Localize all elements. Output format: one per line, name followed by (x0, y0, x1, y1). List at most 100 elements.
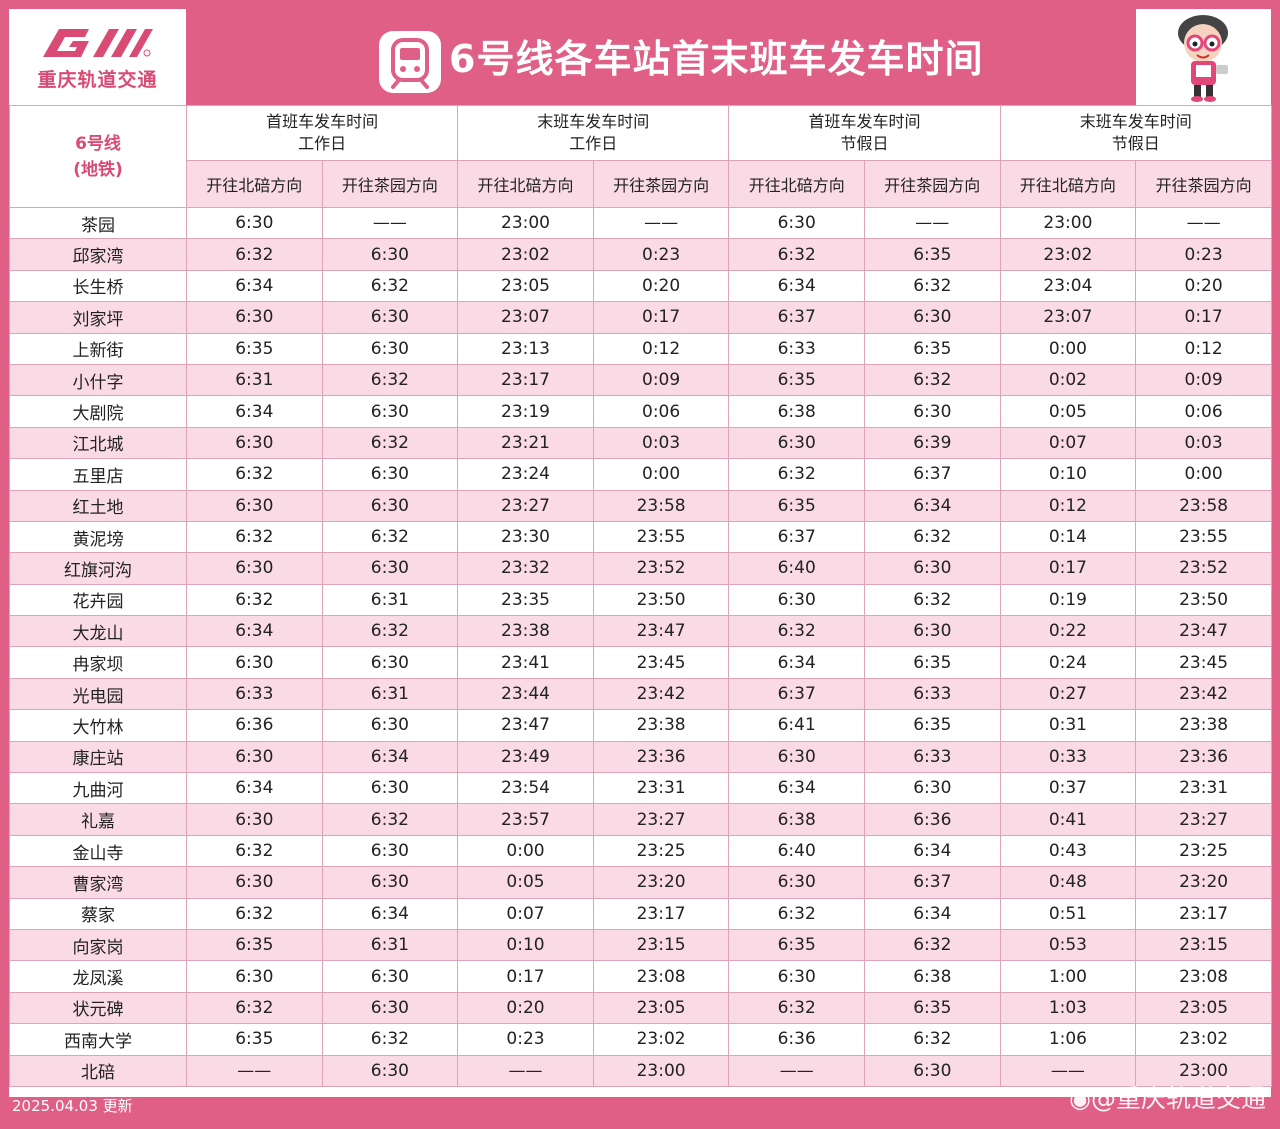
time-cell: 0:17 (457, 960, 594, 993)
time-cell: 6:34 (728, 646, 865, 679)
time-cell: 6:32 (864, 583, 1001, 617)
time-cell: 0:27 (999, 677, 1137, 711)
time-cell: 6:32 (321, 803, 459, 836)
group-header: 首班车发车时间 节假日 (728, 105, 1001, 161)
time-cell: 6:32 (728, 991, 865, 1025)
station-name: 大剧院 (9, 395, 187, 428)
time-cell: 23:17 (592, 897, 730, 930)
weibo-icon: ◉ (1069, 1084, 1091, 1113)
time-cell: 0:31 (999, 709, 1137, 742)
table-row: 状元碑 6:32 6:30 0:20 23:05 6:32 6:35 1:03 23:05 (9, 991, 1273, 1025)
time-cell: 23:50 (1135, 583, 1273, 617)
station-name: 礼嘉 (9, 803, 187, 836)
time-cell: 23:27 (457, 489, 594, 522)
time-cell: 6:36 (728, 1023, 865, 1056)
time-cell: 0:19 (999, 583, 1137, 617)
time-cell: 23:47 (592, 615, 730, 648)
time-cell: 0:14 (999, 520, 1137, 554)
time-cell: 23:00 (1135, 1054, 1273, 1087)
time-cell: 6:32 (321, 520, 459, 554)
time-cell: 23:45 (592, 646, 730, 679)
time-cell: 23:08 (1135, 960, 1273, 993)
time-cell: 6:37 (864, 458, 1001, 491)
station-name: 金山寺 (9, 834, 187, 868)
time-cell: —— (457, 1054, 594, 1087)
metro-train-icon (379, 31, 441, 93)
time-cell: 6:30 (321, 332, 459, 365)
update-date: 2025.04.03 更新 (12, 1097, 133, 1115)
station-name: 西南大学 (9, 1023, 187, 1056)
time-cell: 6:40 (728, 552, 865, 585)
table-row: 大龙山 6:34 6:32 23:38 23:47 6:32 6:30 0:22 23:47 (9, 615, 1273, 648)
group-daytype: 节假日 (1111, 134, 1160, 153)
time-cell: 0:20 (592, 269, 730, 303)
time-cell: 0:22 (999, 615, 1137, 648)
logo-area: 重庆轨道交通 (9, 9, 186, 105)
timetable-body: 茶园 6:30 —— 23:00 —— 6:30 —— 23:00 —— 邱家湾 6:32 6:30 2… (9, 206, 1273, 1087)
time-cell: 23:20 (592, 866, 730, 899)
time-cell: 0:09 (1135, 363, 1273, 397)
time-cell: 23:52 (1135, 552, 1273, 585)
time-cell: 23:04 (999, 269, 1137, 303)
cqrt-logo-icon (43, 29, 153, 57)
time-cell: 0:20 (1135, 269, 1273, 303)
station-name: 康庄站 (9, 740, 187, 774)
group-daytype: 工作日 (569, 134, 618, 153)
time-cell: 23:31 (592, 772, 730, 805)
time-cell: 0:43 (999, 834, 1137, 868)
time-cell: 6:30 (186, 740, 323, 774)
time-cell: 6:32 (321, 615, 459, 648)
time-cell: 23:05 (592, 991, 730, 1025)
group-title: 首班车发车时间 (266, 112, 379, 131)
timetable-poster: 重庆轨道交通 6号线各车站首末班车发车时间 (9, 9, 1273, 1097)
time-cell: 6:30 (186, 426, 323, 460)
time-cell: 6:32 (864, 928, 1001, 962)
time-cell: 23:02 (592, 1023, 730, 1056)
time-cell: 23:44 (457, 677, 594, 711)
time-cell: 6:34 (864, 489, 1001, 522)
time-cell: 6:35 (728, 928, 865, 962)
time-cell: 6:30 (728, 426, 865, 460)
time-cell: 23:07 (999, 301, 1137, 334)
time-cell: 6:34 (321, 740, 459, 774)
time-cell: 23:35 (457, 583, 594, 617)
time-cell: 6:37 (728, 677, 865, 711)
time-cell: 23:55 (1135, 520, 1273, 554)
time-cell: 0:07 (457, 897, 594, 930)
time-cell: 6:30 (321, 991, 459, 1025)
time-cell: 23:27 (592, 803, 730, 836)
time-cell: 6:32 (728, 458, 865, 491)
time-cell: 23:08 (592, 960, 730, 993)
time-cell: 0:03 (1135, 426, 1273, 460)
time-cell: 23:52 (592, 552, 730, 585)
table-row: 蔡家 6:32 6:34 0:07 23:17 6:32 6:34 0:51 23:17 (9, 897, 1273, 930)
time-cell: 0:17 (999, 552, 1137, 585)
station-name: 状元碑 (9, 991, 187, 1025)
time-cell: 6:31 (321, 928, 459, 962)
time-cell: 6:32 (864, 269, 1001, 303)
time-cell: 23:57 (457, 803, 594, 836)
line-type: (地铁) (73, 159, 123, 180)
time-cell: 0:41 (999, 803, 1137, 836)
time-cell: 6:30 (864, 301, 1001, 334)
time-cell: 6:30 (728, 206, 865, 240)
table-row: 邱家湾 6:32 6:30 23:02 0:23 6:32 6:35 23:02 0:23 (9, 238, 1273, 271)
time-cell: 23:31 (1135, 772, 1273, 805)
time-cell: 6:35 (186, 928, 323, 962)
time-cell: 23:45 (1135, 646, 1273, 679)
table-row: 江北城 6:30 6:32 23:21 0:03 6:30 6:39 0:07 0:03 (9, 426, 1273, 460)
time-cell: 6:34 (186, 772, 323, 805)
table-row: 金山寺 6:32 6:30 0:00 23:25 6:40 6:34 0:43 23:25 (9, 834, 1273, 868)
time-cell: 6:30 (864, 772, 1001, 805)
time-cell: 6:30 (186, 552, 323, 585)
time-cell: 6:30 (186, 646, 323, 679)
time-cell: 6:37 (864, 866, 1001, 899)
time-cell: 23:00 (999, 206, 1137, 240)
station-name: 北碚 (9, 1054, 187, 1087)
table-row: 长生桥 6:34 6:32 23:05 0:20 6:34 6:32 23:04 0:20 (9, 269, 1273, 303)
station-name: 大龙山 (9, 615, 187, 648)
table-row: 西南大学 6:35 6:32 0:23 23:02 6:36 6:32 1:06 23:02 (9, 1023, 1273, 1056)
watermark-text: @重庆轨道交通 (1090, 1084, 1266, 1113)
time-cell: 23:15 (592, 928, 730, 962)
station-name: 上新街 (9, 332, 187, 365)
